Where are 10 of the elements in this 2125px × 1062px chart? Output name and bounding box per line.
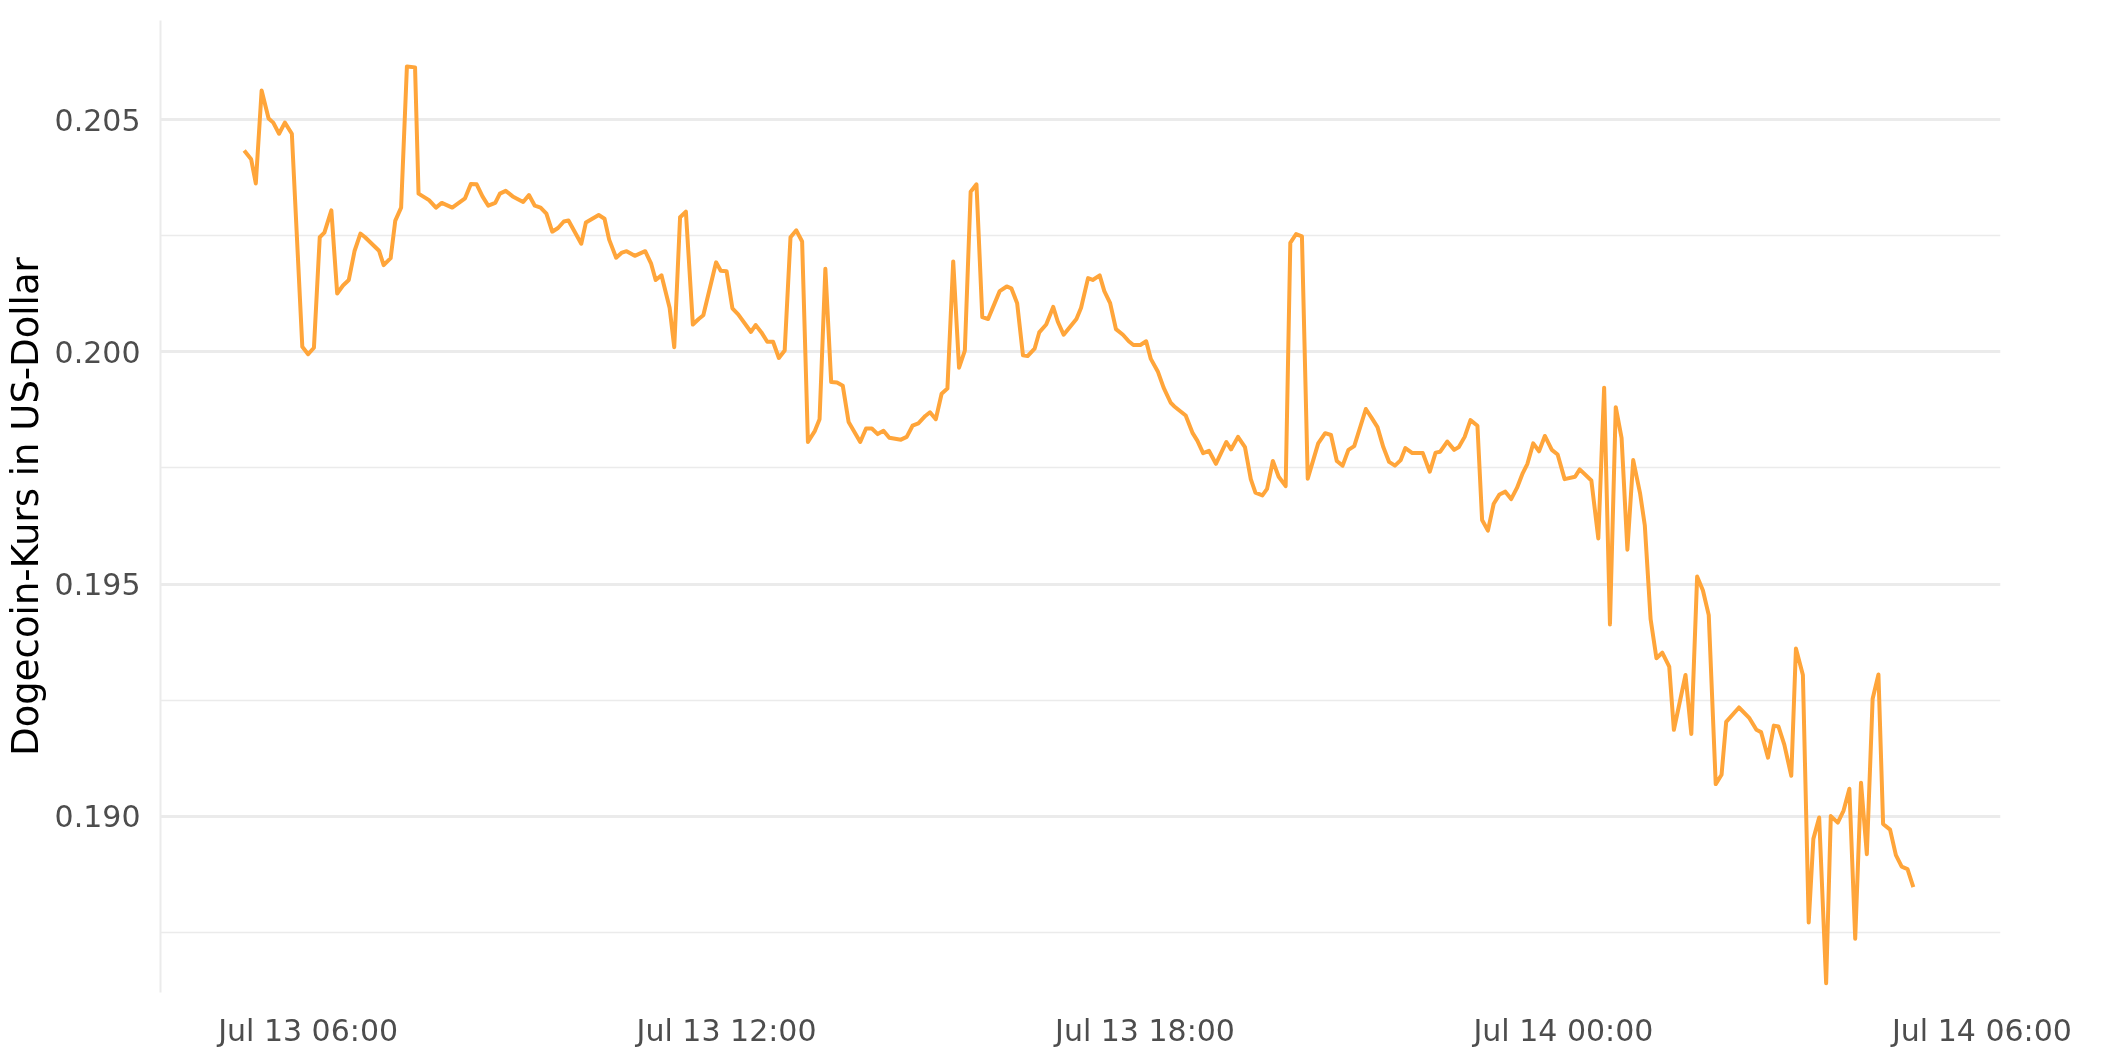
y-tick-label: 0.205 — [54, 102, 141, 138]
x-tick-label: Jul 14 00:00 — [1471, 1012, 1654, 1048]
y-tick-label: 0.195 — [54, 567, 141, 603]
x-tick-label: Jul 13 18:00 — [1053, 1012, 1235, 1048]
y-tick-label: 0.190 — [54, 799, 141, 835]
x-tick-label: Jul 14 06:00 — [1889, 1012, 2072, 1048]
y-tick-label: 0.200 — [54, 334, 141, 370]
x-tick-label: Jul 13 12:00 — [634, 1012, 817, 1048]
y-axis-title: Dogecoin-Kurs in US-Dollar — [3, 256, 47, 756]
x-tick-label: Jul 13 06:00 — [216, 1012, 399, 1048]
